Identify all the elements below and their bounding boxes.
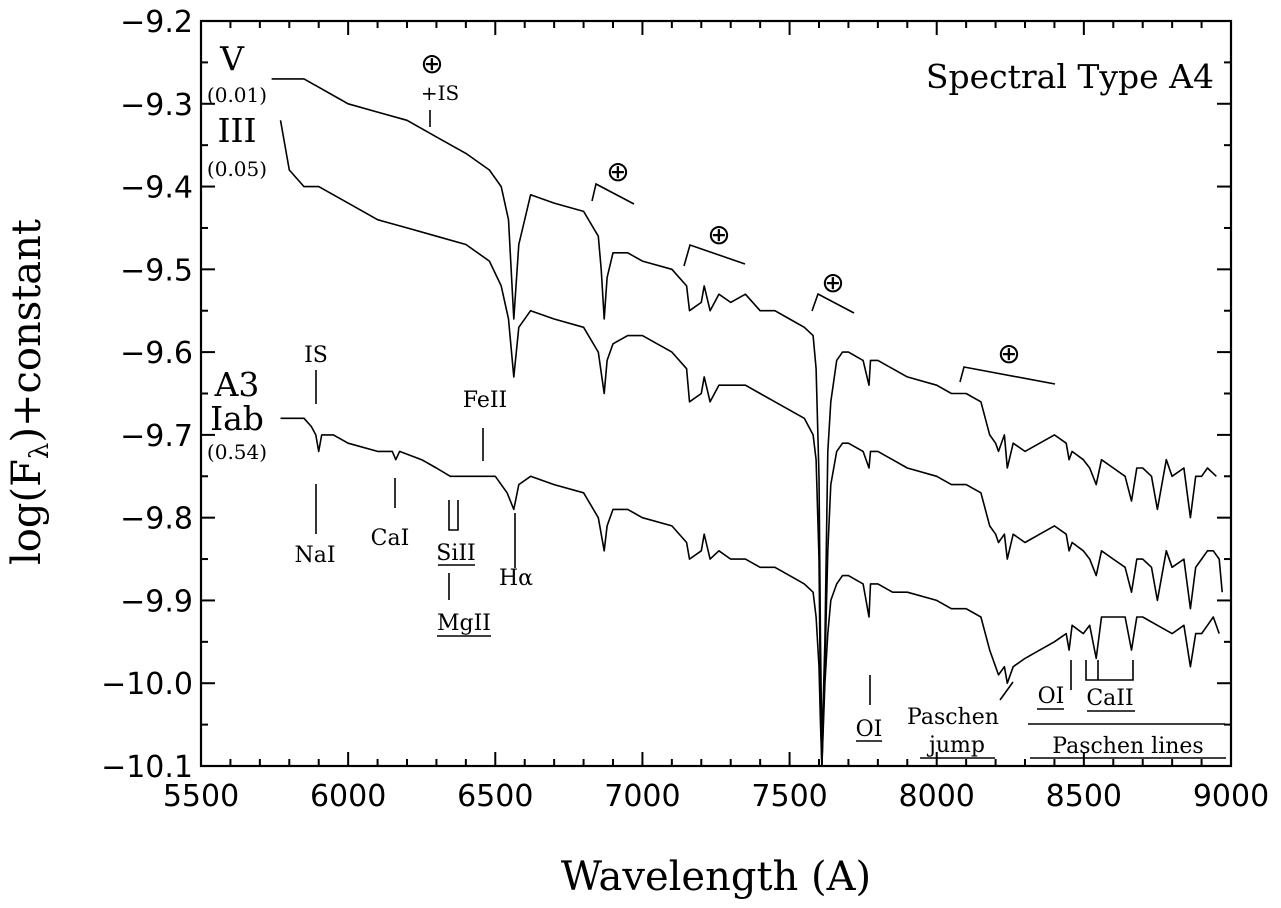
x-axis-title: Wavelength (A) <box>561 854 871 900</box>
x-tick-label: 5500 <box>163 779 239 814</box>
y-tick-label: −9.7 <box>120 419 193 454</box>
telluric-band-bracket <box>811 292 855 314</box>
earth-icon: ⊕ <box>606 155 629 188</box>
axis-layer: 5500 6000 6500 7000 7500 8000 8500 9000 −9.2 −9.3… <box>101 5 1269 814</box>
y-tick-label: −9.8 <box>120 502 193 537</box>
x-tick-label: 8500 <box>1046 779 1122 814</box>
series-line-2 <box>279 120 1223 767</box>
annotation-halpha: Hα <box>499 566 533 591</box>
earth-icon: ⊕ <box>707 218 730 251</box>
telluric-band-bracket <box>959 366 1056 385</box>
telluric-band-bracket <box>683 243 746 267</box>
telluric-marker-2: ⊕ <box>591 155 635 205</box>
series-label-iab: Iab <box>210 399 264 438</box>
y-tick-label: −9.2 <box>120 5 193 40</box>
annotation-oi-left: OI <box>856 717 883 742</box>
annotation-paschen-lines: Paschen lines <box>1052 734 1203 759</box>
paschen-jump-pointer <box>999 681 1014 701</box>
x-tick-label: 6500 <box>457 779 533 814</box>
series-extinction-iii: (0.05) <box>207 157 267 181</box>
y-tick-label: −9.5 <box>120 253 193 288</box>
series-line-1 <box>271 78 1217 751</box>
telluric-marker-3: ⊕ <box>683 218 746 267</box>
x-tick-label: 8000 <box>899 779 975 814</box>
annotation-jump: jump <box>926 733 985 758</box>
annotation-siii: SiII <box>436 541 476 566</box>
telluric-marker-5: ⊕ <box>959 337 1056 385</box>
annotation-caii: CaII <box>1086 686 1133 711</box>
series-label-a3: A3 <box>214 365 260 404</box>
plot-frame <box>199 19 1233 768</box>
chart-title: Spectral Type A4 <box>926 57 1214 96</box>
annotation-is-plus: +IS <box>421 81 459 105</box>
y-tick-label: −9.6 <box>120 336 193 371</box>
annotation-mgii: MgII <box>437 611 491 636</box>
x-tick-label: 9000 <box>1193 779 1269 814</box>
caii-bracket <box>1085 660 1134 681</box>
earth-icon: ⊕ <box>821 266 844 299</box>
telluric-marker-1: ⊕ +IS <box>420 47 459 127</box>
y-tick-label: −10.0 <box>101 667 193 702</box>
annotation-is: IS <box>304 343 328 368</box>
siii-bracket <box>448 500 459 531</box>
series-label-v: V <box>219 39 245 78</box>
y-axis-title: log(Fλ)+constant <box>4 219 55 565</box>
annotation-oi-right: OI <box>1038 684 1065 709</box>
annotation-nai: NaI <box>294 543 335 568</box>
x-tick-label: 7000 <box>604 779 680 814</box>
series-layer <box>271 78 1223 767</box>
y-tick-label: −9.3 <box>120 88 193 123</box>
series-extinction-v: (0.01) <box>207 83 267 107</box>
y-tick-label: −10.1 <box>101 750 193 785</box>
telluric-marker-4: ⊕ <box>811 266 855 314</box>
earth-icon: ⊕ <box>997 337 1020 370</box>
telluric-band-bracket <box>591 182 635 205</box>
x-tick-label: 6000 <box>310 779 386 814</box>
x-tick-label: 7500 <box>751 779 827 814</box>
y-tick-label: −9.4 <box>120 171 193 206</box>
annotation-paschen: Paschen <box>907 705 999 730</box>
annotation-cai: CaI <box>371 526 410 551</box>
annotation-feii: FeII <box>463 388 507 413</box>
series-label-iii: III <box>217 111 256 150</box>
series-line-3 <box>280 417 1220 767</box>
y-tick-label: −9.9 <box>120 584 193 619</box>
series-extinction-a3: (0.54) <box>207 440 267 464</box>
earth-icon: ⊕ <box>420 47 443 80</box>
